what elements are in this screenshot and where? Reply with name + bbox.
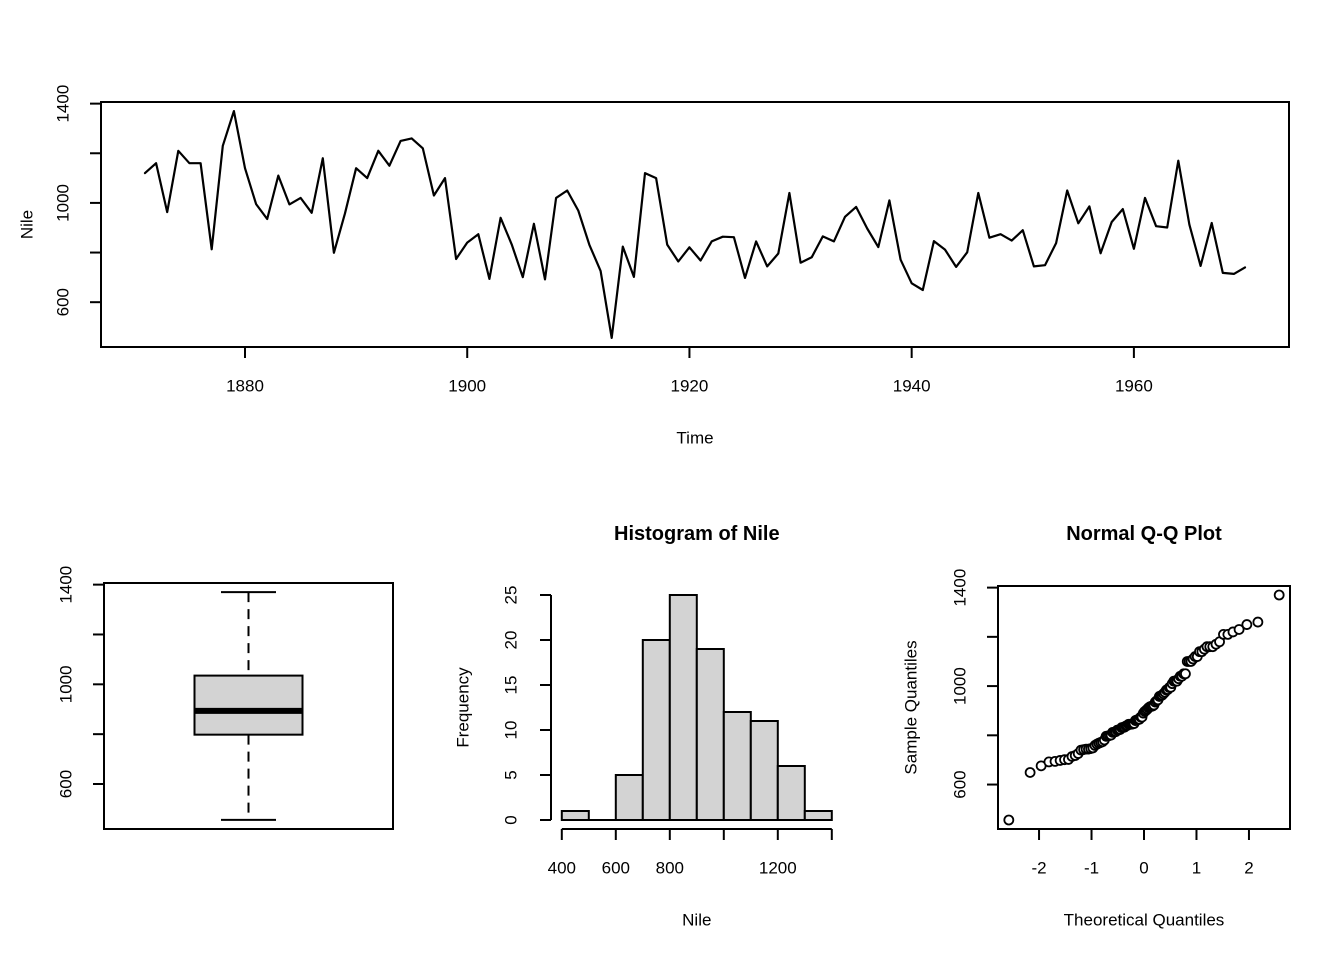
histogram-bar (695, 648, 725, 821)
x-tick-label: 2 (1244, 859, 1253, 878)
histogram-bar (749, 720, 779, 821)
plot-frame (100, 101, 1290, 348)
plot-frame (103, 582, 394, 830)
panel-normal-qq-plot: -2 -1 0 1 2 600 1000 1400 Normal Q-Q Plot Theoret… (902, 523, 1291, 930)
y-tick-label: 1000 (54, 184, 73, 222)
y-tick-label: 600 (951, 770, 970, 798)
y-tick-label: 600 (57, 770, 76, 798)
chart-title: Histogram of Nile (614, 523, 780, 545)
histogram-bar (776, 765, 806, 821)
y-tick-label: 1400 (54, 85, 73, 123)
y-tick-label: 15 (502, 676, 521, 695)
qq-point (1241, 619, 1253, 630)
y-tick-label: 0 (502, 815, 521, 824)
y-tick-label: 1000 (57, 665, 76, 703)
y-tick-label: 5 (502, 770, 521, 779)
x-tick-label: 1960 (1115, 377, 1153, 396)
x-tick-label: 600 (602, 859, 630, 878)
qq-point (1233, 624, 1245, 635)
qq-point (1252, 616, 1264, 628)
panel-nile-histogram: 400 600 800 1200 0 5 10 15 20 25 Histogram of Nile… (454, 523, 833, 930)
y-tick-label: 25 (502, 586, 521, 605)
qq-point (1180, 668, 1191, 680)
x-tick-label: 0 (1139, 859, 1148, 878)
qq-point (1273, 589, 1285, 601)
x-tick-label: 1 (1192, 859, 1201, 878)
x-axis-title: Nile (682, 911, 711, 930)
x-tick-label: -2 (1031, 859, 1046, 878)
x-tick-label: 1900 (448, 377, 486, 396)
histogram-bar (722, 711, 752, 821)
x-axis-title: Theoretical Quantiles (1064, 911, 1225, 930)
panel-nile-boxplot: 600 1000 1400 (57, 566, 394, 830)
histogram-bar (641, 639, 671, 821)
histogram-bar (614, 774, 644, 821)
chart-title: Normal Q-Q Plot (1066, 523, 1222, 545)
nile-series-line (143, 110, 1247, 339)
y-tick-label: 600 (54, 288, 73, 316)
y-tick-label: 10 (502, 721, 521, 740)
panel-nile-timeseries: 1880 1900 1920 1940 1960 600 1000 1400 Time Nile (18, 85, 1290, 448)
y-axis-title: Nile (18, 210, 37, 239)
y-axis-title: Sample Quantiles (902, 640, 921, 774)
y-tick-label: 20 (502, 631, 521, 650)
y-tick-label: 1000 (951, 667, 970, 705)
y-axis-title: Frequency (454, 667, 473, 748)
x-tick-label: 400 (548, 859, 576, 878)
qq-point (1003, 814, 1015, 826)
histogram-bar (560, 810, 590, 821)
x-tick-label: 1940 (893, 377, 931, 396)
x-tick-label: -1 (1084, 859, 1099, 878)
x-tick-label: 1920 (671, 377, 709, 396)
x-tick-label: 1880 (226, 377, 264, 396)
y-tick-label: 1400 (951, 569, 970, 607)
iqr-box (193, 674, 304, 736)
x-tick-label: 800 (656, 859, 684, 878)
histogram-bar (668, 594, 698, 821)
histogram-bar (803, 810, 833, 821)
y-tick-label: 1400 (57, 566, 76, 604)
qq-point (1024, 767, 1036, 778)
x-tick-label: 1200 (759, 859, 797, 878)
x-axis-title: Time (676, 429, 713, 448)
